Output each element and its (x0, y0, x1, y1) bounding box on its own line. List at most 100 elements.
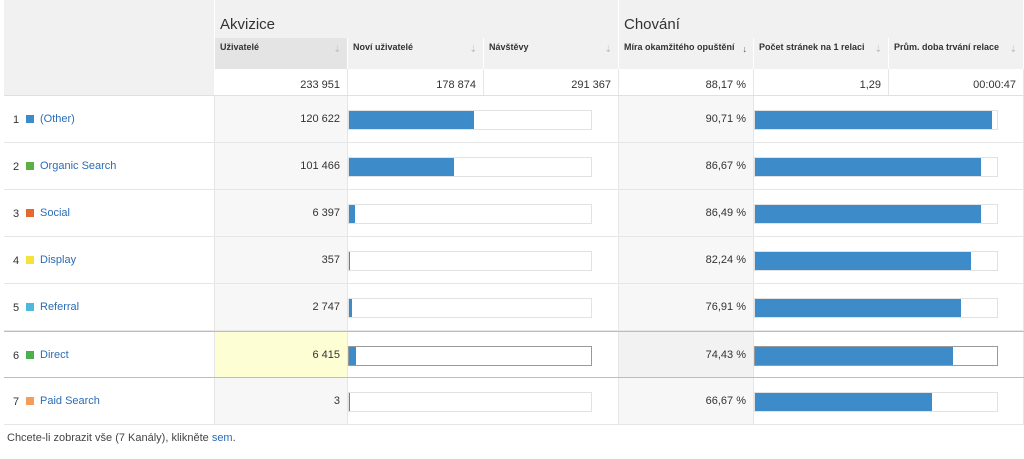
channel-link[interactable]: Direct (40, 349, 69, 361)
channel-cell: 6 Direct (4, 332, 215, 377)
channel-color-swatch (26, 209, 34, 217)
bounce-rate-cell: 90,71 % (619, 96, 754, 142)
users-value: 6 397 (312, 207, 340, 219)
new-users-bar-track (348, 204, 592, 224)
channel-color-swatch (26, 256, 34, 264)
users-value: 6 415 (312, 349, 340, 361)
new-users-bar (349, 205, 356, 223)
bounce-rate-cell: 66,67 % (619, 378, 754, 424)
group-acquisition-label: Akvizice (220, 16, 276, 33)
footer-text: Chcete-li zobrazit vše (7 Kanály), klikn… (7, 432, 212, 444)
new-users-bar-track (348, 298, 592, 318)
bounce-rate-bar-cell (754, 284, 1024, 330)
new-users-bar-cell (348, 143, 619, 189)
column-header-row: Uživatelé ⇣ Noví uživatelé ⇣ Návštěvy ⇣ … (4, 38, 1024, 69)
group-acquisition: Akvizice (215, 0, 619, 38)
channel-link[interactable]: Paid Search (40, 395, 100, 407)
new-users-bar-cell (348, 96, 619, 142)
table-row: 2 Organic Search 101 466 86,67 % (4, 143, 1024, 190)
channel-cell: 5 Referral (4, 284, 215, 330)
bounce-rate-bar (755, 299, 961, 317)
bounce-rate-bar-track (754, 251, 998, 271)
users-value: 101 466 (300, 160, 340, 172)
column-header-bounce-rate[interactable]: Míra okamžitého opuštění ↓ (619, 38, 754, 69)
channel-link[interactable]: Referral (40, 301, 80, 313)
column-header-sessions[interactable]: Návštěvy ⇣ (484, 38, 619, 69)
sort-icon[interactable]: ⇣ (1009, 44, 1017, 54)
group-behavior-label: Chování (624, 16, 680, 33)
sort-icon[interactable]: ⇣ (333, 44, 341, 54)
sort-icon[interactable]: ⇣ (874, 44, 882, 54)
column-header-new-users[interactable]: Noví uživatelé ⇣ (348, 38, 484, 69)
channel-link[interactable]: (Other) (40, 113, 75, 125)
new-users-bar-track (348, 346, 592, 366)
total-avg-duration-value: 00:00:47 (973, 79, 1016, 91)
footer-text-end: . (232, 432, 236, 444)
new-users-bar-track (348, 251, 592, 271)
column-pages-per-session-label: Počet stránek na 1 relaci (759, 42, 865, 52)
users-cell: 2 747 (215, 284, 348, 330)
table-row: 1 (Other) 120 622 90,71 % (4, 96, 1024, 143)
channel-color-swatch (26, 303, 34, 311)
new-users-bar (349, 393, 350, 411)
table-row: 4 Display 357 82,24 % (4, 237, 1024, 284)
bounce-rate-cell: 86,49 % (619, 190, 754, 236)
bounce-rate-bar-track (754, 204, 998, 224)
channel-cell: 7 Paid Search (4, 378, 215, 424)
sort-icon[interactable]: ⇣ (469, 44, 477, 54)
bounce-rate-bar-cell (754, 190, 1024, 236)
table-row: 6 Direct 6 415 74,43 % (4, 331, 1024, 378)
channel-link[interactable]: Organic Search (40, 160, 117, 172)
column-header-pages-per-session[interactable]: Počet stránek na 1 relaci ⇣ (754, 38, 889, 69)
channel-color-swatch (26, 351, 34, 359)
users-cell: 3 (215, 378, 348, 424)
users-cell: 357 (215, 237, 348, 283)
show-all-link[interactable]: sem (211, 432, 233, 444)
new-users-bar-cell (348, 378, 619, 424)
new-users-bar (349, 252, 350, 270)
new-users-bar (349, 111, 474, 129)
total-new-users: 178 874 (348, 69, 484, 95)
bounce-rate-bar (755, 252, 972, 270)
group-header-blank (4, 0, 215, 38)
table-row: 3 Social 6 397 86,49 % (4, 190, 1024, 237)
column-sessions-label: Návštěvy (489, 42, 529, 52)
bounce-rate-bar (755, 158, 982, 176)
bounce-rate-cell: 74,43 % (619, 332, 754, 377)
total-sessions: 291 367 (484, 69, 619, 95)
channel-link[interactable]: Display (40, 254, 77, 266)
bounce-rate-value: 76,91 % (705, 301, 746, 313)
new-users-bar (349, 347, 356, 365)
bounce-rate-value: 90,71 % (705, 113, 746, 125)
totals-blank (4, 69, 215, 95)
sort-desc-icon[interactable]: ↓ (742, 44, 748, 54)
new-users-bar-track (348, 157, 592, 177)
footer-note: Chcete-li zobrazit vše (7 Kanály), klikn… (7, 432, 236, 444)
totals-row: 233 951 178 874 291 367 88,17 % 1,29 00:… (4, 69, 1024, 96)
sort-icon[interactable]: ⇣ (604, 44, 612, 54)
channel-link[interactable]: Social (40, 207, 70, 219)
column-avg-duration-label: Prům. doba trvání relace (894, 42, 1000, 52)
column-users-label: Uživatelé (220, 42, 260, 52)
users-cell: 6 397 (215, 190, 348, 236)
total-sessions-value: 291 367 (571, 79, 611, 91)
channel-cell: 1 (Other) (4, 96, 215, 142)
row-rank: 7 (13, 396, 20, 408)
bounce-rate-value: 86,67 % (705, 160, 746, 172)
bounce-rate-value: 82,24 % (705, 254, 746, 266)
users-value: 3 (333, 395, 340, 407)
column-header-avg-duration[interactable]: Prům. doba trvání relace ⇣ (889, 38, 1024, 69)
column-new-users-label: Noví uživatelé (353, 42, 414, 52)
users-cell: 120 622 (215, 96, 348, 142)
row-rank: 3 (13, 208, 20, 220)
column-header-blank (4, 38, 215, 69)
new-users-bar-track (348, 392, 592, 412)
bounce-rate-cell: 86,67 % (619, 143, 754, 189)
total-pages-per-session-value: 1,29 (859, 79, 881, 91)
column-header-users[interactable]: Uživatelé ⇣ (215, 38, 348, 69)
bounce-rate-bar-cell (754, 143, 1024, 189)
new-users-bar-cell (348, 190, 619, 236)
total-users: 233 951 (215, 69, 348, 95)
total-bounce-rate: 88,17 % (619, 69, 754, 95)
bounce-rate-bar-track (754, 298, 998, 318)
